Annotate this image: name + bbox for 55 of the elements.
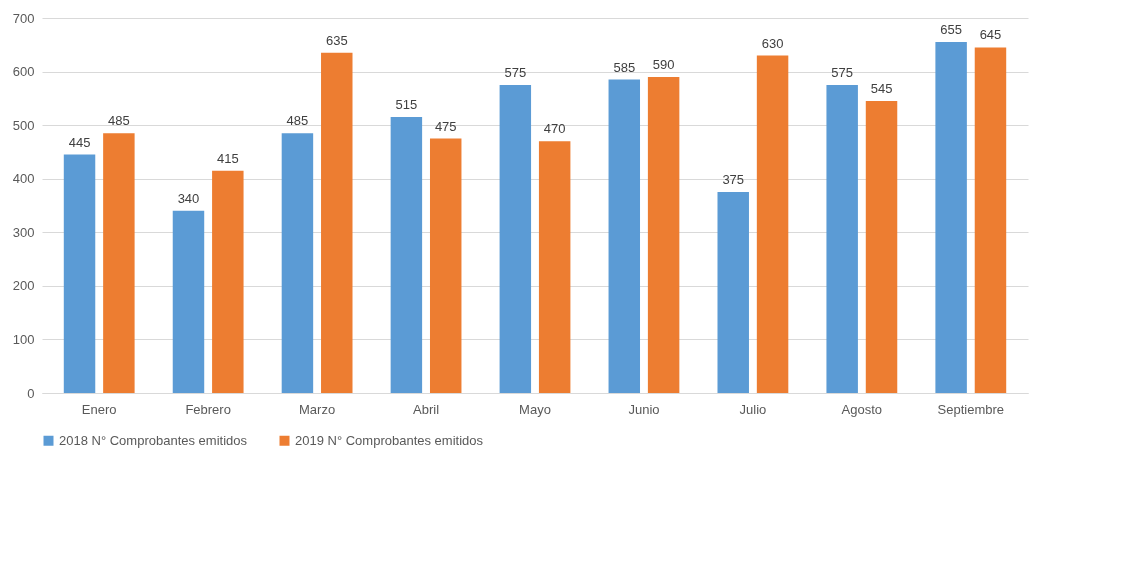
bar <box>212 170 244 393</box>
data-label: 415 <box>216 150 239 166</box>
data-label: 485 <box>108 113 130 129</box>
data-label: 515 <box>395 97 418 113</box>
y-tick-label: 400 <box>12 171 35 187</box>
y-tick-label: 200 <box>12 278 35 294</box>
bar <box>390 117 423 393</box>
x-tick-label: Junio <box>628 401 660 417</box>
bar <box>281 133 314 393</box>
bar <box>499 84 532 393</box>
data-label: 645 <box>979 27 1002 43</box>
y-tick-label: 500 <box>12 117 35 133</box>
x-tick-label: Agosto <box>841 401 883 417</box>
bar <box>172 210 205 393</box>
data-label: 545 <box>870 81 893 97</box>
x-tick-label: Enero <box>81 401 117 417</box>
bar <box>717 192 749 393</box>
x-tick-label: Mayo <box>519 401 551 417</box>
bar <box>935 42 967 393</box>
bar <box>103 133 135 393</box>
bar <box>63 154 96 393</box>
data-label: 470 <box>543 121 566 137</box>
x-tick-label: Abril <box>413 401 440 417</box>
data-label: 475 <box>434 118 457 134</box>
bar <box>647 76 680 393</box>
y-tick-label: 600 <box>12 64 35 80</box>
data-label: 445 <box>68 134 91 150</box>
data-label: 590 <box>652 56 675 72</box>
x-tick-label: Febrero <box>185 401 231 417</box>
bar <box>865 101 898 393</box>
x-tick-label: Septiembre <box>937 401 1005 417</box>
x-tick-label: Marzo <box>299 401 336 417</box>
data-label: 575 <box>504 64 527 80</box>
y-tick-label: 0 <box>27 385 35 401</box>
legend-label: 2019 N° Comprobantes emitidos <box>295 432 484 448</box>
y-tick-label: 300 <box>12 224 35 240</box>
data-label: 485 <box>286 113 309 129</box>
x-tick-label: Julio <box>739 401 767 417</box>
bar <box>429 138 462 393</box>
bar <box>826 84 858 393</box>
data-label: 655 <box>940 22 962 38</box>
data-label: 635 <box>325 32 348 48</box>
bar <box>756 55 789 393</box>
bar <box>321 52 353 393</box>
bar <box>608 79 641 393</box>
data-label: 340 <box>177 190 200 206</box>
bar <box>974 47 1007 393</box>
data-label: 585 <box>613 59 636 75</box>
bar <box>538 141 571 393</box>
data-label: 630 <box>761 35 784 51</box>
data-label: 375 <box>722 172 745 188</box>
legend-label: 2018 N° Comprobantes emitidos <box>59 432 248 448</box>
y-tick-label: 100 <box>12 331 35 347</box>
data-label: 575 <box>831 64 854 80</box>
y-tick-label: 700 <box>12 10 35 26</box>
